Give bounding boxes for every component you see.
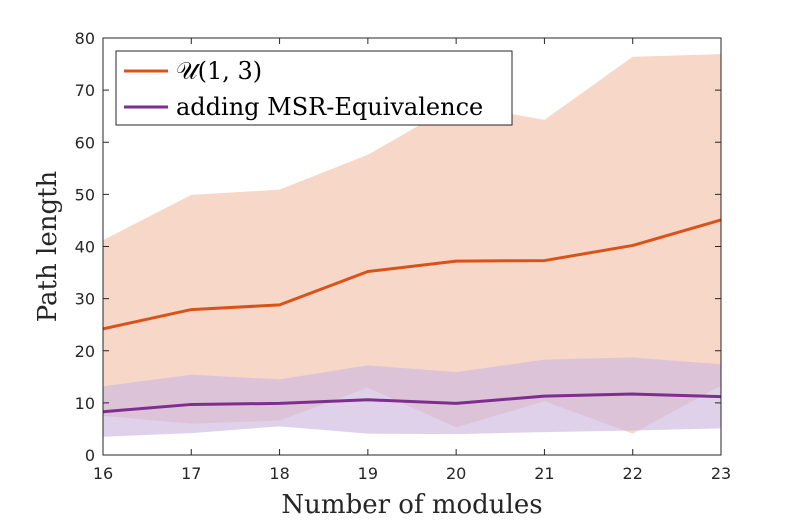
y-axis-label: Path length — [33, 170, 63, 322]
x-tick-label: 22 — [623, 464, 643, 483]
y-tick-label: 20 — [75, 342, 95, 361]
y-tick-label: 80 — [75, 29, 95, 48]
x-tick-label: 20 — [446, 464, 466, 483]
x-tick-label: 21 — [534, 464, 554, 483]
series-line-msr — [102, 392, 722, 414]
x-tick-label: 18 — [269, 464, 289, 483]
legend-label-uniform: 𝒰(1, 3) — [176, 57, 262, 85]
y-tick-label: 10 — [75, 394, 95, 413]
x-tick-label: 17 — [181, 464, 201, 483]
series-line-uniform — [102, 218, 722, 331]
x-axis-label: Number of modules — [281, 490, 542, 520]
legend-label-msr: adding MSR-Equivalence — [176, 93, 483, 121]
y-tick-label: 60 — [75, 133, 95, 152]
ticks-layer: 16 17 18 19 20 21 22 23 0 10 20 30 40 50 60 70 80 — [75, 29, 732, 483]
y-tick-label: 30 — [75, 290, 95, 309]
x-tick-label: 23 — [711, 464, 731, 483]
legend: 𝒰(1, 3) adding MSR-Equivalence — [115, 50, 513, 126]
y-tick-label: 0 — [85, 446, 95, 465]
x-tick-label: 19 — [358, 464, 378, 483]
y-tick-label: 50 — [75, 185, 95, 204]
lines-layer — [102, 218, 722, 414]
x-tick-label: 16 — [93, 464, 113, 483]
legend-box — [115, 50, 513, 126]
bands-layer — [103, 54, 721, 437]
y-tick-label: 70 — [75, 81, 95, 100]
y-tick-label: 40 — [75, 238, 95, 257]
band-msr — [103, 357, 721, 437]
band-uniform — [103, 54, 721, 434]
